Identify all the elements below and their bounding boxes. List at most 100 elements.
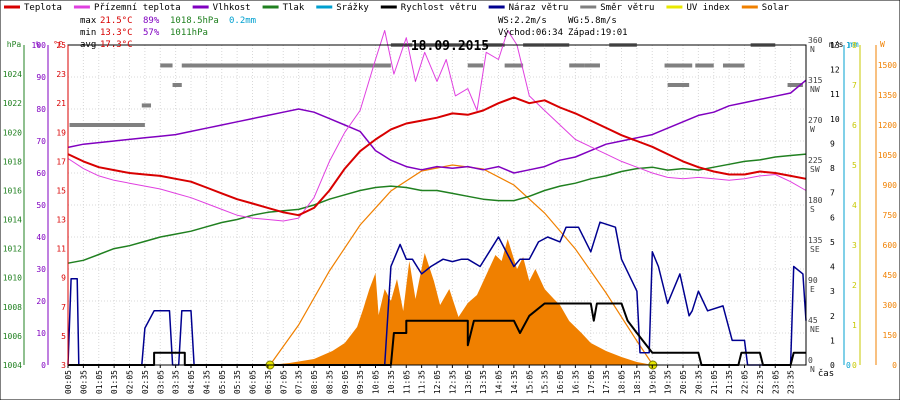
x-tick-label: 10:35 (387, 370, 396, 394)
pressure-tick: 1018 (3, 157, 22, 166)
direction-tick-label: W (810, 125, 815, 134)
wind-speed-tick: 5 (830, 238, 835, 247)
legend-item-label: Vlhkost (213, 3, 251, 13)
uv-tick: 0 (852, 361, 857, 370)
direction-tick-label: SE (810, 245, 820, 254)
x-tick-label: 06:05 (249, 370, 258, 394)
wind-speed-tick: 8 (830, 164, 835, 173)
legend-item-label: Přízemní teplota (94, 3, 181, 13)
x-tick-label: 22:05 (741, 370, 750, 394)
pressure-tick: 1022 (3, 99, 22, 108)
x-tick-label: 14:05 (495, 370, 504, 394)
stat-min-pressure: 1011hPa (170, 28, 208, 38)
pressure-tick: 1014 (3, 216, 22, 225)
x-tick-label: 13:35 (479, 370, 488, 394)
direction-tick-label: SW (810, 165, 820, 174)
stat-min-label: min (80, 28, 96, 38)
direction-tick-value: 270 (808, 116, 823, 125)
direction-tick-value: 45 (808, 316, 818, 325)
temperature-tick: 23 (56, 70, 66, 79)
x-tick-label: 00:35 (79, 370, 88, 394)
wind-speed-tick: 3 (830, 287, 835, 296)
x-tick-label: 19:35 (664, 370, 673, 394)
temperature-tick: 9 (61, 274, 66, 283)
wind-speed-tick: 12 (830, 66, 840, 75)
x-tick-label: 11:05 (402, 370, 411, 394)
legend-item-label: Rychlost větru (401, 3, 477, 13)
x-tick-label: 12:05 (433, 370, 442, 394)
direction-tick-value: 225 (808, 156, 823, 165)
x-tick-label: 02:05 (126, 370, 135, 394)
x-tick-label: 21:35 (725, 370, 734, 394)
x-tick-label: 07:35 (295, 370, 304, 394)
direction-tick-label: NW (810, 85, 820, 94)
x-tick-label: 16:35 (571, 370, 580, 394)
stat-max-humidity: 89% (143, 16, 160, 26)
ground-temperature-line (67, 30, 807, 222)
direction-tick-value: 135 (808, 236, 823, 245)
stat-min-temp: 13.3°C (100, 28, 133, 38)
pressure-line (67, 153, 807, 264)
x-tick-label: 19:05 (648, 370, 657, 394)
legend-item-label: Srážky (336, 3, 369, 13)
temperature-tick: 25 (56, 41, 66, 50)
solar-tick: 1500 (878, 61, 897, 70)
x-tick-label: 17:05 (587, 370, 596, 394)
legend: Teplota Přízemní teplota Vlhkost Tlak Srážky… (4, 3, 789, 13)
stats-block: max 21.5°C 89% 1018.5hPa 0.2mm min 13.3°… (80, 16, 628, 50)
x-tick-label: 03:35 (172, 370, 181, 394)
wind-speed-tick: 1 (830, 336, 835, 345)
x-tick-label: 17:35 (602, 370, 611, 394)
wind-speed-tick: 11 (830, 90, 840, 99)
direction-tick-label: N (810, 45, 815, 54)
x-tick-label: 06:35 (264, 370, 273, 394)
x-tick-label: 15:05 (525, 370, 534, 394)
stat-max-temp: 21.5°C (100, 16, 133, 26)
temperature-tick: 19 (56, 128, 66, 137)
uv-tick: 8 (852, 41, 857, 50)
solar-tick: 1050 (878, 151, 897, 160)
x-tick-label: 23:35 (787, 370, 796, 394)
uv-tick: 7 (852, 81, 857, 90)
humidity-tick: 40 (36, 233, 46, 242)
uv-tick: 2 (852, 281, 857, 290)
direction-tick-label: S (810, 205, 815, 214)
humidity-tick: 100 (32, 41, 47, 50)
stat-wind-gust: WG:5.8m/s (568, 16, 617, 26)
x-tick-label: 13:05 (464, 370, 473, 394)
legend-item-label: Směr větru (600, 3, 654, 13)
stat-max-rain: 0.2mm (229, 16, 256, 26)
solar-tick: 300 (883, 301, 898, 310)
stat-sunrise: Východ:06:34 (498, 28, 563, 38)
solar-tick: 750 (883, 211, 898, 220)
pressure-tick: 1020 (3, 128, 22, 137)
x-tick-label: 04:05 (187, 370, 196, 394)
temperature-tick: 3 (61, 361, 66, 370)
stat-avg-label: avg (80, 40, 96, 50)
x-tick-label: 16:05 (556, 370, 565, 394)
legend-item-label: Teplota (24, 3, 62, 13)
temperature-tick: 13 (56, 216, 66, 225)
x-tick-label: 05:35 (233, 370, 242, 394)
wind-speed-tick: 2 (830, 312, 835, 321)
humidity-tick: 0 (41, 361, 46, 370)
stat-wind-speed: WS:2.2m/s (498, 16, 547, 26)
direction-tick-value: 0 (808, 356, 813, 365)
x-tick-label: 12:35 (448, 370, 457, 394)
x-tick-label: 10:05 (372, 370, 381, 394)
x-axis: 00:05 00:35 01:05 01:35 02:05 02:35 03:05 03:35… (64, 365, 796, 394)
x-tick-label: 22:35 (756, 370, 765, 394)
x-tick-label: 18:05 (618, 370, 627, 394)
humidity-tick: 30 (36, 265, 46, 274)
pressure-tick: 1012 (3, 245, 22, 254)
pressure-tick: 1024 (3, 70, 22, 79)
direction-tick-label: NE (810, 325, 820, 334)
temperature-tick: 17 (56, 157, 66, 166)
humidity-tick: 80 (36, 105, 46, 114)
humidity-tick: 10 (36, 329, 46, 338)
x-tick-label: 08:35 (325, 370, 334, 394)
solar-axis-unit: W (880, 40, 885, 49)
x-tick-label: 15:35 (541, 370, 550, 394)
x-tick-label: 21:05 (710, 370, 719, 394)
x-tick-label: 07:05 (279, 370, 288, 394)
